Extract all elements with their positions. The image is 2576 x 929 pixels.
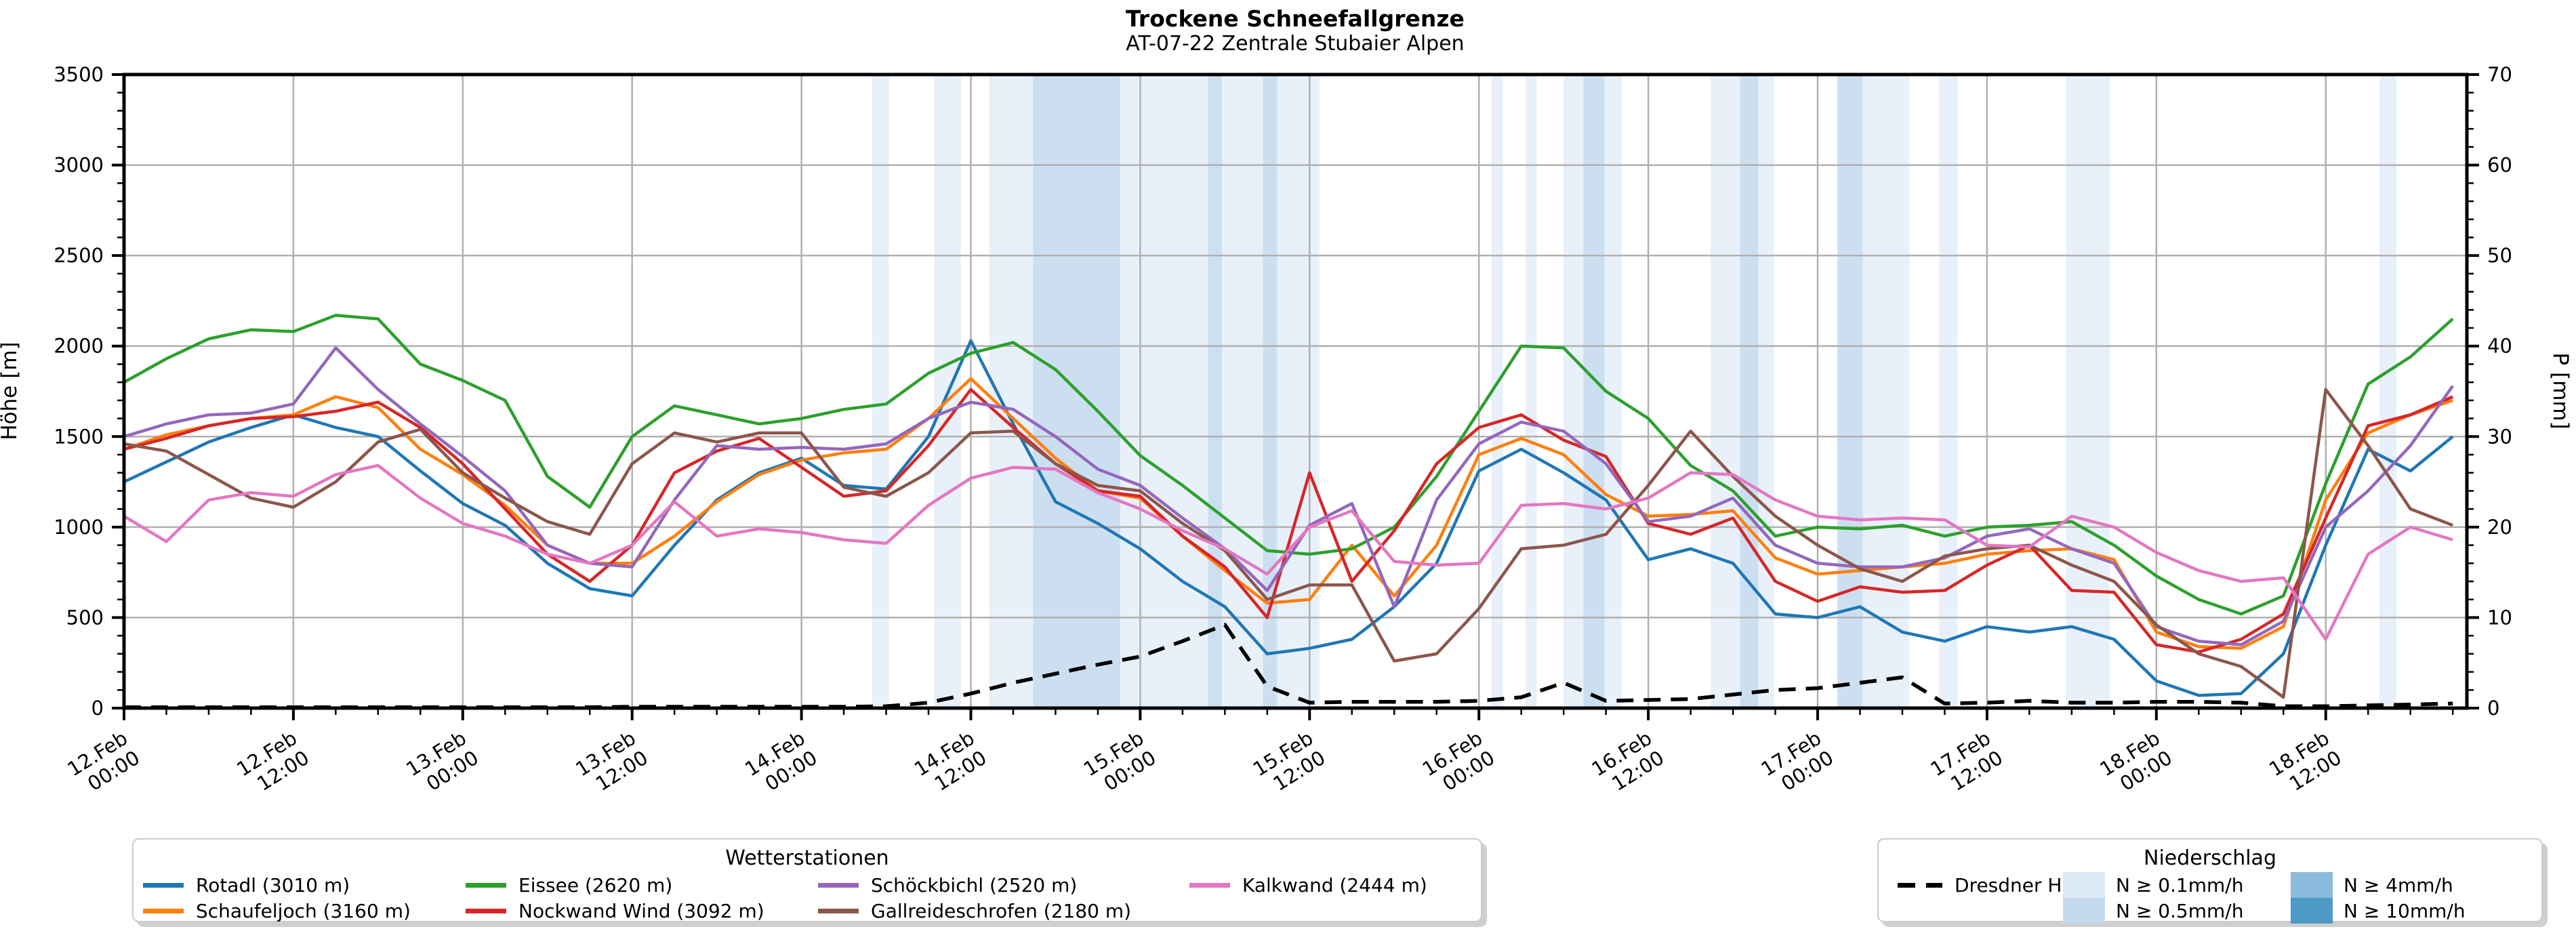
precip-band — [1583, 75, 1605, 708]
y-tick-label: 3000 — [54, 154, 104, 177]
chart-title: Trockene Schneefallgrenze — [1126, 5, 1465, 32]
legend-item-rotadl: Rotadl (3010 m) — [143, 873, 350, 896]
precip-band — [1525, 75, 1537, 708]
legend-line-swatch — [818, 908, 859, 913]
precip-band — [1208, 75, 1223, 708]
legend-station-label: Eissee (2620 m) — [518, 873, 673, 896]
y-tick-label: 1500 — [54, 425, 104, 448]
x-tick-label: 14.Feb12:00 — [910, 726, 991, 800]
precip-band — [1939, 75, 1958, 708]
legend-precip-swatch — [2291, 898, 2333, 924]
precip-band — [1120, 75, 1208, 708]
x-tick-label: 14.Feb00:00 — [741, 726, 821, 800]
series-nockwand-wind-3092-m — [123, 388, 2454, 654]
legend-station-label: Nockwand Wind (3092 m) — [518, 899, 764, 922]
chart-subtitle: AT-07-22 Zentrale Stubaier Alpen — [1126, 32, 1465, 56]
y2-tick-label: 0 — [2487, 697, 2499, 720]
legend-dashed-swatch — [1898, 882, 1942, 888]
y2-tick-label: 40 — [2487, 335, 2512, 358]
series-sch-ckbichl-2520-m — [123, 346, 2455, 646]
legend-item-eissee: Eissee (2620 m) — [466, 873, 672, 896]
y2-tick-label: 10 — [2487, 606, 2512, 629]
legend-item-nockwand: Nockwand Wind (3092 m) — [466, 899, 764, 922]
x-tick-label: 18.Feb00:00 — [2095, 726, 2176, 800]
x-tick-label: 17.Feb12:00 — [1926, 726, 2007, 800]
y2-tick-label: 50 — [2487, 244, 2512, 267]
precip-band — [1710, 75, 1740, 708]
legend-weather-stations: Wetterstationen Rotadl (3010 m) Schaufelj… — [132, 838, 1482, 922]
axes-spines — [122, 73, 2469, 710]
legend-precip-swatch — [2063, 898, 2105, 924]
legend-item-precip-10: N ≥ 10mm/h — [2291, 898, 2466, 924]
legend-line-swatch — [818, 882, 859, 888]
legend-item-precip-0.5: N ≥ 0.5mm/h — [2063, 898, 2244, 924]
legend-station-label: Gallreideschrofen (2180 m) — [871, 899, 1132, 922]
legend-precip-title: Niederschlag — [2144, 846, 2276, 870]
x-tick-label: 13.Feb00:00 — [402, 726, 483, 800]
legend-precip-swatch — [2291, 872, 2333, 898]
x-tick-label: 17.Feb00:00 — [1757, 726, 1837, 800]
legend-item-precip-0.1: N ≥ 0.1mm/h — [2063, 872, 2244, 898]
legend-precip-label: N ≥ 0.1mm/h — [2116, 873, 2244, 896]
precip-band — [1837, 75, 1863, 708]
y-tick-label: 0 — [91, 697, 104, 720]
legend-item-precip-4: N ≥ 4mm/h — [2291, 872, 2453, 898]
legend-line-swatch — [466, 908, 506, 913]
legend-station-label: Schöckbichl (2520 m) — [871, 873, 1078, 896]
precip-band — [1862, 75, 1910, 708]
y-tick-label: 500 — [66, 606, 104, 629]
y-tick-label: 1000 — [54, 516, 104, 539]
x-tick-label: 12.Feb12:00 — [232, 726, 313, 800]
legend-precip-swatch — [2063, 872, 2105, 898]
series-gallreideschrofen-2180-m — [123, 388, 2454, 699]
legend-station-label: Rotadl (3010 m) — [196, 873, 350, 896]
precip-band — [1758, 75, 1774, 708]
x-tick-label: 16.Feb00:00 — [1418, 726, 1499, 800]
legend-line-swatch — [1189, 882, 1230, 888]
x-tick-label: 15.Feb12:00 — [1249, 726, 1330, 800]
y2-tick-label: 30 — [2487, 425, 2512, 448]
legend-precipitation: Niederschlag Dresdner Hütte N ≥ 0.1mm/h N … — [1877, 838, 2543, 924]
precip-band — [2379, 75, 2396, 708]
legend-precip-label: N ≥ 10mm/h — [2344, 899, 2466, 922]
legend-precip-label: N ≥ 0.5mm/h — [2116, 899, 2244, 922]
precip-band — [1222, 75, 1263, 708]
precip-band — [2066, 75, 2110, 708]
legend-item-kalkwand: Kalkwand (2444 m) — [1189, 873, 1427, 896]
series-rotadl-3010-m — [123, 339, 2454, 697]
precip-band — [1491, 75, 1503, 708]
legend-line-swatch — [466, 882, 506, 888]
legend-item-gallreideschrofen: Gallreideschrofen (2180 m) — [818, 899, 1131, 922]
legend-stations-title: Wetterstationen — [725, 846, 889, 870]
legend-line-swatch — [143, 908, 184, 913]
y2-tick-label: 70 — [2487, 63, 2512, 86]
legend-item-schöckbichl: Schöckbichl (2520 m) — [818, 873, 1077, 896]
legend-station-label: Schaufeljoch (3160 m) — [196, 899, 411, 922]
y-tick-label: 2000 — [54, 335, 104, 358]
legend-line-swatch — [143, 882, 184, 888]
precip-band — [1277, 75, 1320, 708]
x-tick-label: 15.Feb00:00 — [1080, 726, 1160, 800]
legend-item-schaufeljoch: Schaufeljoch (3160 m) — [143, 899, 411, 922]
x-tick-label: 16.Feb12:00 — [1588, 726, 1669, 800]
x-tick-label: 12.Feb00:00 — [63, 726, 144, 800]
legend-station-label: Kalkwand (2444 m) — [1242, 873, 1427, 896]
y2-tick-label: 20 — [2487, 516, 2512, 539]
y-tick-label: 2500 — [54, 244, 104, 267]
series-kalkwand-2444-m — [123, 463, 2453, 641]
x-tick-label: 13.Feb12:00 — [571, 726, 652, 800]
precip-band — [1563, 75, 1584, 708]
x-tick-label: 18.Feb12:00 — [2265, 726, 2346, 800]
legend-precip-label: N ≥ 4mm/h — [2344, 873, 2453, 896]
precip-band — [1740, 75, 1759, 708]
series-schaufeljoch-3160-m — [123, 377, 2453, 651]
y-tick-label: 3500 — [54, 63, 104, 86]
precip-band — [872, 75, 889, 708]
y2-tick-label: 60 — [2487, 154, 2512, 177]
